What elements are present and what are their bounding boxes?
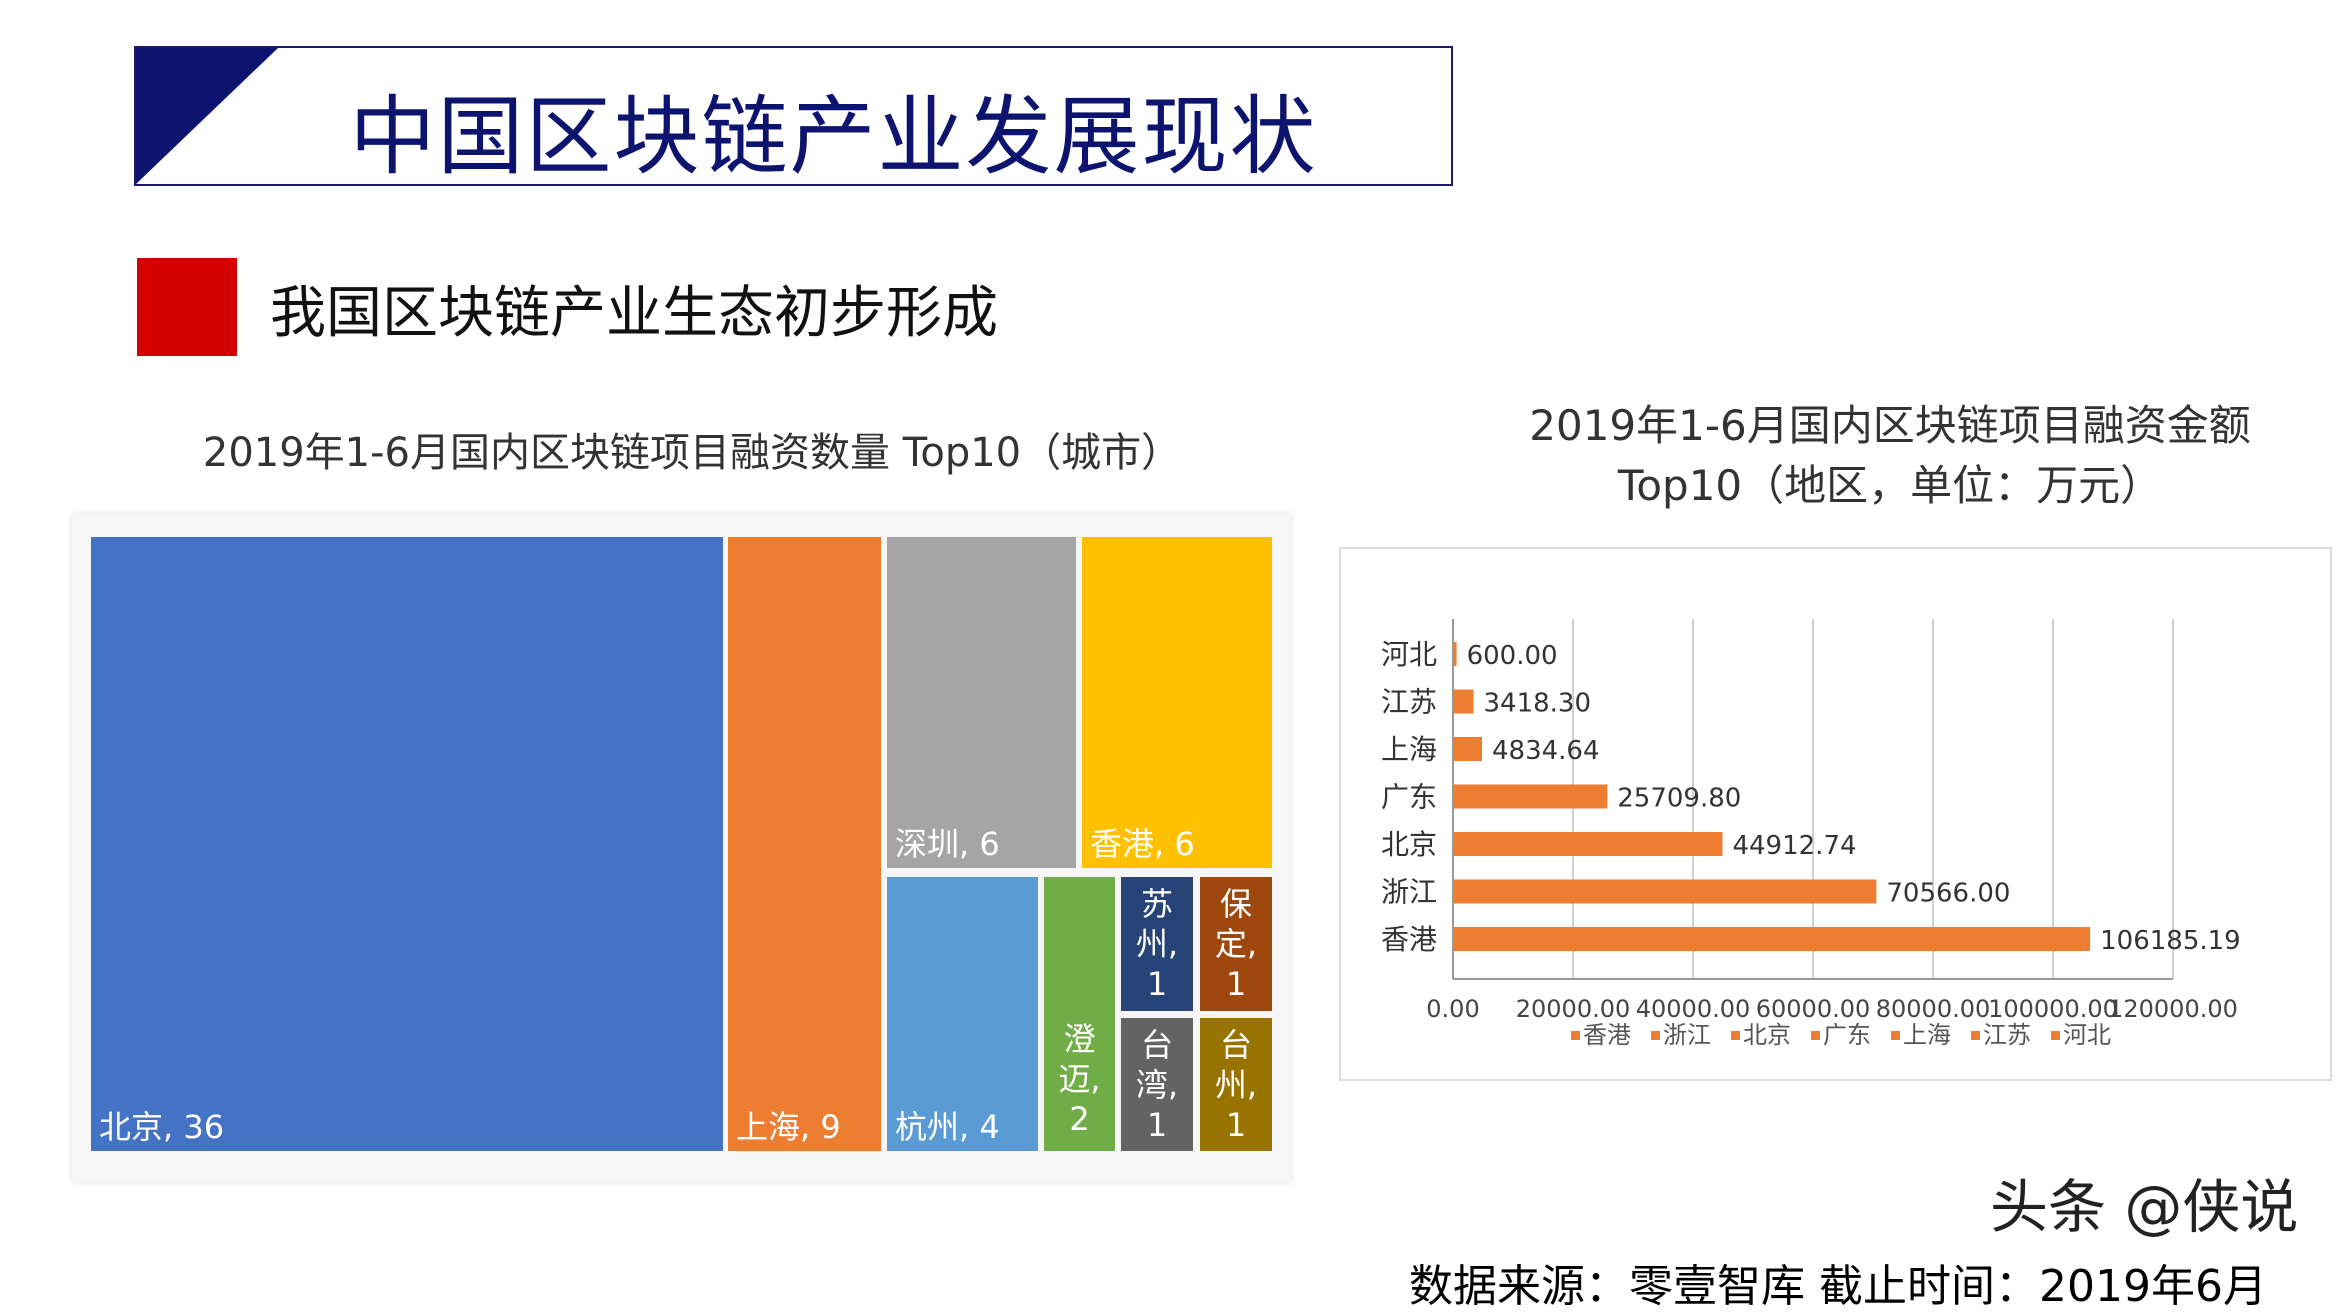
tile-label: 苏州, 1 xyxy=(1135,885,1179,1003)
y-category-label: 北京 xyxy=(1381,828,1437,861)
legend-label: 江苏 xyxy=(1983,1021,2031,1049)
section-subtitle: 我国区块链产业生态初步形成 xyxy=(270,281,998,346)
tile-label: 北京, 36 xyxy=(99,1108,225,1146)
bar-value-label: 70566.00 xyxy=(1886,879,2010,909)
legend-swatch xyxy=(1811,1031,1820,1040)
legend-label: 广东 xyxy=(1823,1021,1871,1049)
legend-label: 浙江 xyxy=(1663,1021,1711,1049)
tile-chengmai: 澄迈, 2 xyxy=(1044,877,1115,1151)
data-source-note: 数据来源：零壹智库 截止时间：2019年6月 xyxy=(1409,1261,2267,1312)
bar xyxy=(1453,927,2091,951)
tile-shenzhen: 深圳, 6 xyxy=(887,537,1076,868)
title-triangle-decoration xyxy=(136,48,278,184)
tile-suzhou: 苏州, 1 xyxy=(1121,877,1193,1011)
title-banner: 中国区块链产业发展现状 xyxy=(134,46,1453,187)
y-category-label: 浙江 xyxy=(1381,876,1437,909)
bar-value-label: 600.00 xyxy=(1467,641,1558,671)
tile-label: 上海, 9 xyxy=(736,1108,841,1146)
x-tick-label: 40000.00 xyxy=(1636,995,1751,1023)
bar-value-label: 3418.30 xyxy=(1484,689,1592,719)
bar xyxy=(1453,642,1457,666)
legend-swatch xyxy=(1651,1031,1660,1040)
tile-baoding: 保定, 1 xyxy=(1200,877,1272,1011)
page-title: 中国区块链产业发展现状 xyxy=(349,87,1318,187)
x-tick-label: 120000.00 xyxy=(2108,995,2238,1023)
legend-swatch xyxy=(1971,1031,1980,1040)
legend-label: 香港 xyxy=(1583,1021,1631,1049)
y-category-label: 广东 xyxy=(1381,781,1437,814)
bar xyxy=(1453,832,1723,856)
watermark: 头条 @侠说 xyxy=(1990,1173,2299,1241)
bar-chart-title: 2019年1-6月国内区块链项目融资金额 xyxy=(1529,401,2251,450)
legend-label: 河北 xyxy=(2063,1021,2111,1049)
tile-label: 深圳, 6 xyxy=(895,825,1000,863)
bar-chart: 0.00 20000.00 40000.00 60000.00 80000.00 1000… xyxy=(1339,547,2332,1081)
bar-chart-svg: 0.00 20000.00 40000.00 60000.00 80000.001000… xyxy=(1381,619,2241,1049)
x-tick-label: 20000.00 xyxy=(1516,995,1631,1023)
bar-value-label: 44912.74 xyxy=(1732,831,1856,861)
bar-value-label: 25709.80 xyxy=(1617,784,1741,814)
tile-label: 澄迈, 2 xyxy=(1058,1020,1101,1138)
bar xyxy=(1453,689,1474,714)
legend-swatch xyxy=(2051,1031,2060,1040)
legend-label: 上海 xyxy=(1903,1021,1951,1049)
x-tick-label: 0.00 xyxy=(1426,995,1479,1023)
bar xyxy=(1453,879,1877,904)
tile-label: 台州, 1 xyxy=(1214,1025,1258,1144)
tile-hangzhou: 杭州, 4 xyxy=(887,877,1038,1151)
treemap-title: 2019年1-6月国内区块链项目融资数量 Top10（城市） xyxy=(202,430,1182,476)
legend-swatch xyxy=(1571,1031,1580,1040)
legend-swatch xyxy=(1731,1031,1740,1040)
bar xyxy=(1453,737,1483,761)
bar-value-label: 106185.19 xyxy=(2100,926,2241,956)
x-tick-label: 80000.00 xyxy=(1876,995,1991,1023)
x-tick-label: 60000.00 xyxy=(1756,995,1871,1023)
tile-taizhou: 台州, 1 xyxy=(1200,1018,1272,1151)
y-category-label: 上海 xyxy=(1381,733,1437,766)
y-category-label: 江苏 xyxy=(1381,686,1437,719)
bar-chart-subtitle: Top10（地区，单位：万元） xyxy=(1617,461,2163,510)
tile-label: 台湾, 1 xyxy=(1135,1025,1179,1144)
y-category-label: 香港 xyxy=(1381,923,1437,956)
tile-label: 保定, 1 xyxy=(1214,885,1258,1003)
tile-label: 杭州, 4 xyxy=(895,1108,1000,1146)
treemap-chart: 北京, 36 上海, 9 深圳, 6 香港, 6 杭州, 4 澄迈, 2 苏州,… xyxy=(72,514,1291,1182)
legend-label: 北京 xyxy=(1743,1021,1791,1049)
tile-beijing: 北京, 36 xyxy=(91,537,723,1151)
tile-shanghai: 上海, 9 xyxy=(728,537,881,1151)
tile-taiwan: 台湾, 1 xyxy=(1121,1018,1193,1151)
y-category-label: 河北 xyxy=(1381,638,1437,671)
bar-value-label: 4834.64 xyxy=(1492,736,1600,766)
x-tick-label: 100000.00 xyxy=(1988,995,2118,1023)
legend-swatch xyxy=(1891,1031,1900,1040)
section-marker xyxy=(137,258,237,356)
bar xyxy=(1453,784,1608,809)
tile-hongkong: 香港, 6 xyxy=(1082,537,1272,868)
tile-label: 香港, 6 xyxy=(1090,825,1195,863)
